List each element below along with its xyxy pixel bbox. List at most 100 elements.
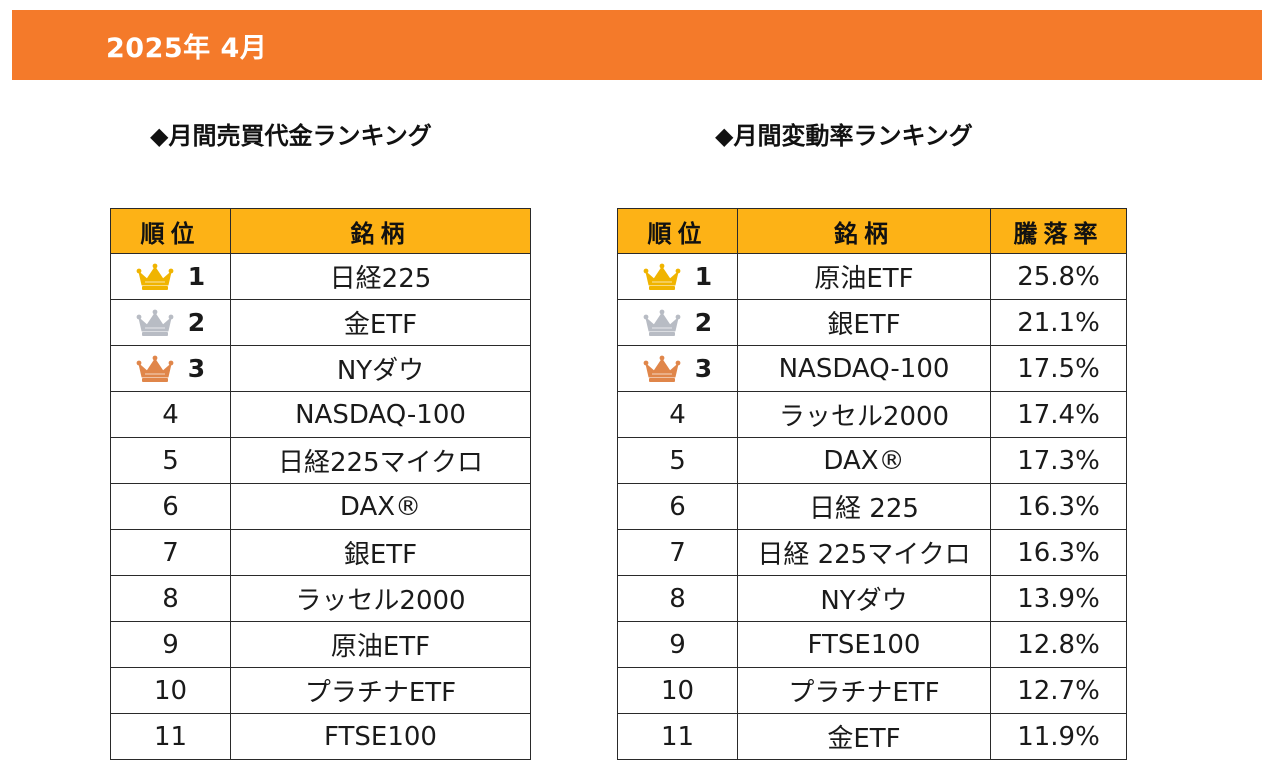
bronze-crown-icon [643,355,681,383]
rank-cell: 11 [617,713,738,760]
change-rate-value: 17.4% [990,391,1127,438]
table-row: 7 日経 225マイクロ 16.3% [617,529,1127,576]
instrument-name: 金ETF [230,299,531,346]
rank-number: 10 [660,675,695,706]
instrument-name: 日経225マイクロ [230,437,531,484]
rank-column-header: 順位 [110,208,231,254]
table-row: 3 NASDAQ-100 17.5% [617,345,1127,392]
rank-number: 5 [162,445,179,476]
rank-cell: 11 [110,713,231,760]
table-row: 2 銀ETF 21.1% [617,299,1127,346]
instrument-name: 日経 225 [737,483,991,530]
silver-crown-icon [136,309,174,337]
change-rate-value: 16.3% [990,529,1127,576]
rank-number: 8 [162,583,179,614]
change-rate-ranking-table: 順位 銘柄 騰落率 1 原油ETF 25.8% 2 銀ETF 21.1% 3 NASDAQ-1… [617,208,1127,760]
instrument-name: DAX® [737,437,991,484]
banner-title: 2025年 4月 [106,33,268,64]
rank-cell: 9 [617,621,738,668]
table-row: 4 NASDAQ-100 [110,391,531,438]
change-rate-rows: 1 原油ETF 25.8% 2 銀ETF 21.1% 3 NASDAQ-100 17.5% 4 ラッ… [617,253,1127,760]
table-row: 8 ラッセル2000 [110,575,531,622]
rank-number: 9 [669,629,686,660]
rank-number: 6 [162,491,179,522]
rank-cell: 2 [110,299,231,346]
table-header-row: 順位 銘柄 騰落率 [617,208,1127,254]
table-row: 6 DAX® [110,483,531,530]
rank-cell: 5 [110,437,231,484]
rank-cell: 6 [110,483,231,530]
table-row: 10 プラチナETF [110,667,531,714]
rank-number: 11 [153,721,188,752]
rank-number: 3 [187,354,206,383]
instrument-name: ラッセル2000 [737,391,991,438]
table-row: 8 NYダウ 13.9% [617,575,1127,622]
table-row: 11 金ETF 11.9% [617,713,1127,760]
rank-number: 6 [669,491,686,522]
table-row: 3 NYダウ [110,345,531,392]
rank-number: 10 [153,675,188,706]
instrument-name: DAX® [230,483,531,530]
instrument-name: プラチナETF [737,667,991,714]
table-row: 9 原油ETF [110,621,531,668]
silver-crown-icon [643,309,681,337]
rank-cell: 10 [617,667,738,714]
instrument-name: 原油ETF [737,253,991,300]
rank-number: 7 [162,537,179,568]
bronze-crown-icon [136,355,174,383]
rank-number: 2 [187,308,206,337]
name-column-header: 銘柄 [737,208,991,254]
rank-cell: 6 [617,483,738,530]
table-row: 10 プラチナETF 12.7% [617,667,1127,714]
instrument-name: NYダウ [230,345,531,392]
change-rate-ranking-title: ◆月間変動率ランキング [715,122,973,150]
instrument-name: 金ETF [737,713,991,760]
header-banner: 2025年 4月 [12,10,1262,80]
rank-cell: 1 [617,253,738,300]
change-rate-value: 12.8% [990,621,1127,668]
rank-cell: 3 [110,345,231,392]
instrument-name: 銀ETF [737,299,991,346]
rank-number: 2 [694,308,713,337]
rate-column-header: 騰落率 [990,208,1127,254]
rank-cell: 8 [617,575,738,622]
rank-number: 8 [669,583,686,614]
table-row: 5 日経225マイクロ [110,437,531,484]
table-row: 4 ラッセル2000 17.4% [617,391,1127,438]
change-rate-value: 17.5% [990,345,1127,392]
rank-cell: 4 [617,391,738,438]
rank-cell: 10 [110,667,231,714]
rank-cell: 7 [110,529,231,576]
rank-cell: 5 [617,437,738,484]
trading-value-ranking-table: 順位 銘柄 1 日経225 2 金ETF 3 NYダウ 4 NASDAQ-100 5 日経225マ… [110,208,531,760]
table-row: 2 金ETF [110,299,531,346]
change-rate-value: 21.1% [990,299,1127,346]
rank-cell: 9 [110,621,231,668]
table-row: 1 日経225 [110,253,531,300]
rank-number: 1 [694,262,713,291]
rank-number: 9 [162,629,179,660]
table-row: 6 日経 225 16.3% [617,483,1127,530]
table-row: 5 DAX® 17.3% [617,437,1127,484]
instrument-name: NASDAQ-100 [230,391,531,438]
table-row: 7 銀ETF [110,529,531,576]
rank-number: 4 [162,399,179,430]
rank-number: 5 [669,445,686,476]
rank-cell: 3 [617,345,738,392]
gold-crown-icon [136,263,174,291]
change-rate-value: 12.7% [990,667,1127,714]
change-rate-value: 17.3% [990,437,1127,484]
table-row: 9 FTSE100 12.8% [617,621,1127,668]
trading-value-ranking-title: ◆月間売買代金ランキング [150,122,432,150]
rank-cell: 2 [617,299,738,346]
change-rate-value: 16.3% [990,483,1127,530]
change-rate-value: 25.8% [990,253,1127,300]
table-row: 1 原油ETF 25.8% [617,253,1127,300]
instrument-name: ラッセル2000 [230,575,531,622]
instrument-name: プラチナETF [230,667,531,714]
change-rate-value: 13.9% [990,575,1127,622]
instrument-name: 銀ETF [230,529,531,576]
name-column-header: 銘柄 [230,208,531,254]
instrument-name: NYダウ [737,575,991,622]
table-row: 11 FTSE100 [110,713,531,760]
